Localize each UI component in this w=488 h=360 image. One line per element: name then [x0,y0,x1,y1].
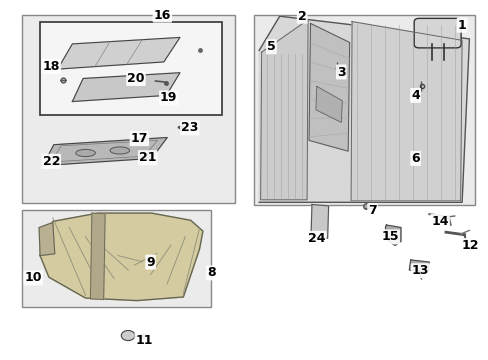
Text: 5: 5 [266,40,275,53]
Ellipse shape [76,149,95,157]
Text: 7: 7 [367,204,376,217]
Ellipse shape [110,147,129,154]
Text: 18: 18 [42,60,60,73]
Text: 9: 9 [146,256,155,269]
Bar [254,15,474,205]
Bar [40,22,222,115]
FancyBboxPatch shape [413,18,460,48]
Text: 4: 4 [410,89,419,102]
Text: 16: 16 [153,9,171,22]
Polygon shape [385,225,400,246]
Bar [22,15,234,203]
Polygon shape [90,213,105,300]
Text: 2: 2 [297,10,306,23]
Polygon shape [315,86,342,122]
Text: 23: 23 [181,121,198,134]
Polygon shape [72,73,180,102]
Text: 20: 20 [127,72,144,85]
Text: 10: 10 [24,271,42,284]
Text: 15: 15 [381,230,398,243]
Text: 19: 19 [160,91,177,104]
Text: 24: 24 [307,232,325,245]
Text: 3: 3 [336,66,345,78]
Text: 8: 8 [206,266,215,279]
Polygon shape [308,23,349,151]
Polygon shape [310,204,328,238]
Polygon shape [43,138,167,166]
Text: 1: 1 [457,19,466,32]
Text: 6: 6 [410,152,419,165]
Text: 11: 11 [135,334,153,347]
Polygon shape [40,213,203,301]
Text: 13: 13 [411,264,428,277]
Polygon shape [58,37,180,69]
Text: 22: 22 [42,155,60,168]
Polygon shape [39,222,55,256]
Text: 17: 17 [130,132,148,145]
Text: 14: 14 [430,215,448,228]
Polygon shape [260,20,307,200]
Text: 12: 12 [461,239,478,252]
Polygon shape [259,16,468,202]
Polygon shape [350,22,461,201]
Bar [22,210,211,307]
Text: 21: 21 [139,151,156,164]
Polygon shape [408,260,428,272]
Circle shape [121,330,135,341]
